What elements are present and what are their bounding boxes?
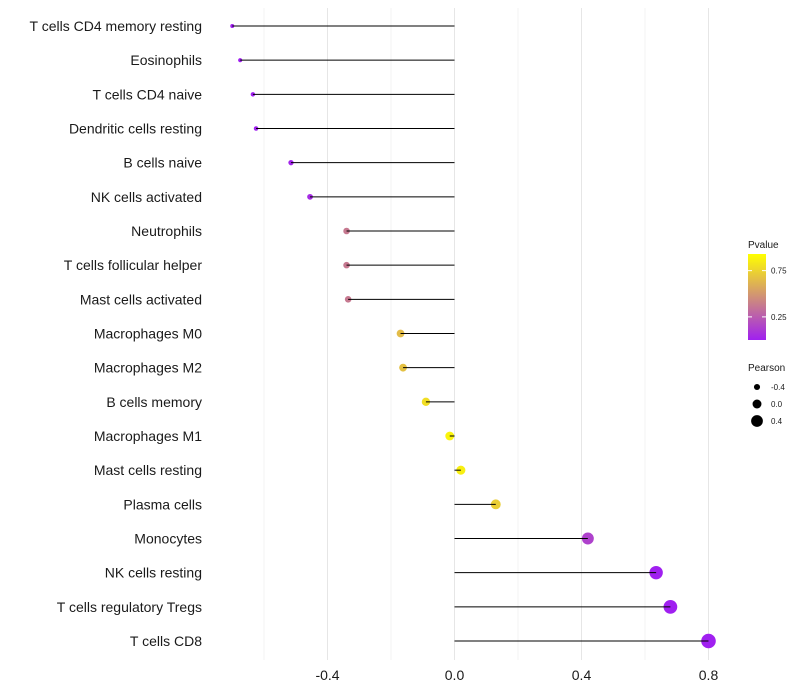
y-category-label: Neutrophils — [131, 223, 202, 239]
color-legend-ticks: 0.25 0.75 — [748, 267, 787, 322]
y-category-label: Mast cells activated — [80, 291, 202, 307]
y-category-label: T cells follicular helper — [64, 257, 203, 273]
y-category-label: Dendritic cells resting — [69, 121, 202, 137]
size-legend-label: -0.4 — [771, 383, 785, 392]
y-category-label: Macrophages M1 — [94, 428, 202, 444]
y-axis-labels: T cells CD4 memory resting Eosinophils T c… — [30, 18, 203, 649]
y-category-label: Monocytes — [134, 531, 202, 547]
y-category-label: T cells regulatory Tregs — [57, 599, 202, 615]
y-category-label: Macrophages M0 — [94, 326, 202, 342]
size-legend-key — [753, 383, 761, 391]
x-axis-tick-labels: -0.4 0.0 0.4 0.8 — [315, 667, 718, 683]
y-category-label: B cells naive — [123, 155, 202, 171]
size-legend-label: 0.0 — [771, 400, 783, 409]
y-category-label: T cells CD8 — [130, 633, 202, 649]
y-category-label: T cells CD4 memory resting — [30, 18, 202, 34]
size-legend-title: Pearson — [748, 363, 785, 374]
y-category-label: NK cells activated — [91, 189, 202, 205]
lollipop-point — [396, 329, 405, 338]
lollipop-stems — [232, 25, 709, 642]
lollipop-point — [649, 565, 663, 580]
grid-lines — [263, 8, 709, 660]
color-legend-bar — [748, 254, 766, 340]
x-tick-label: 0.8 — [699, 667, 719, 683]
y-category-label: Mast cells resting — [94, 462, 202, 478]
y-category-label: Plasma cells — [123, 496, 202, 512]
size-legend-label: 0.4 — [771, 417, 783, 426]
color-legend-title: Pvalue — [748, 240, 779, 251]
size-legend-key — [752, 399, 762, 409]
size-legend-keys: -0.4 0.0 0.4 — [751, 383, 785, 427]
x-tick-label: -0.4 — [315, 667, 339, 683]
y-category-label: T cells CD4 naive — [93, 86, 203, 102]
size-legend-key — [751, 415, 763, 427]
y-category-label: Eosinophils — [130, 52, 202, 68]
y-category-label: B cells memory — [106, 394, 202, 410]
lollipop-points — [230, 24, 716, 649]
color-legend-tick-label: 0.75 — [771, 267, 787, 276]
y-category-label: NK cells resting — [105, 565, 202, 581]
legend: Pvalue 0.25 0.75 Pearson -0.4 0.0 0.4 — [748, 240, 787, 427]
y-category-label: Macrophages M2 — [94, 360, 202, 376]
x-tick-label: 0.0 — [445, 667, 465, 683]
x-tick-label: 0.4 — [572, 667, 592, 683]
color-legend-tick-label: 0.25 — [771, 313, 787, 322]
